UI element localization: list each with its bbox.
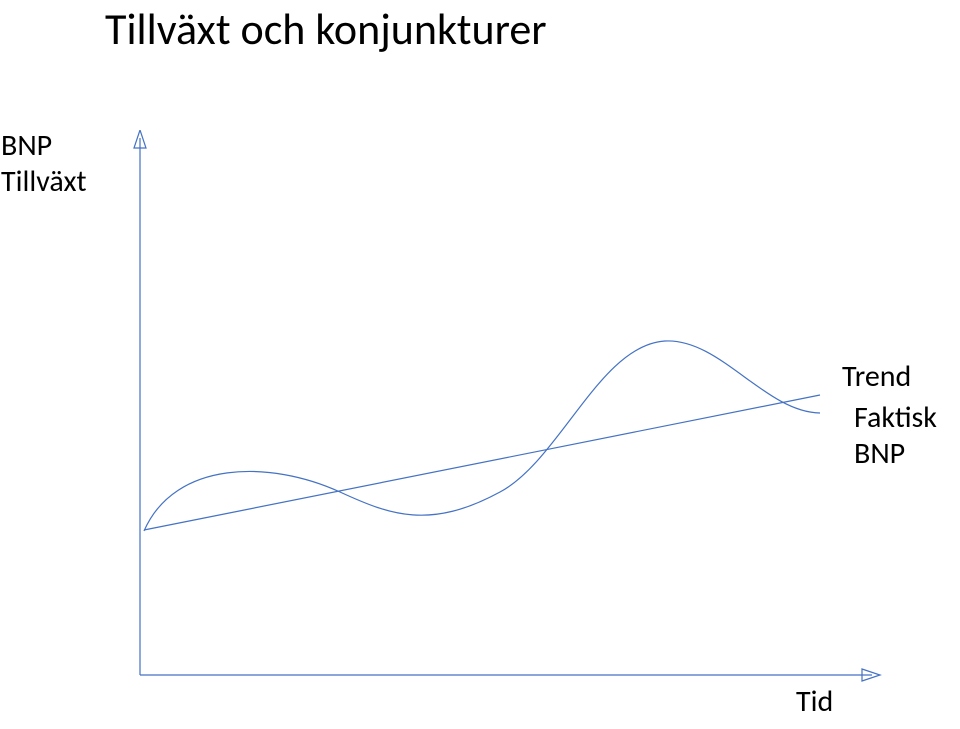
y-axis-label: BNP Tillväxt xyxy=(1,128,87,200)
slide-page: Tillväxt och konjunkturer BNP Tillväxt T… xyxy=(0,0,960,729)
y-axis-label-line1: BNP xyxy=(1,127,52,164)
chart-svg xyxy=(130,130,900,690)
y-axis-label-line2: Tillväxt xyxy=(1,163,87,200)
trend-line xyxy=(144,395,820,530)
slide-title: Tillväxt och konjunkturer xyxy=(0,2,960,56)
title-text: Tillväxt och konjunkturer xyxy=(105,2,547,56)
actual-bnp-curve xyxy=(144,341,820,531)
